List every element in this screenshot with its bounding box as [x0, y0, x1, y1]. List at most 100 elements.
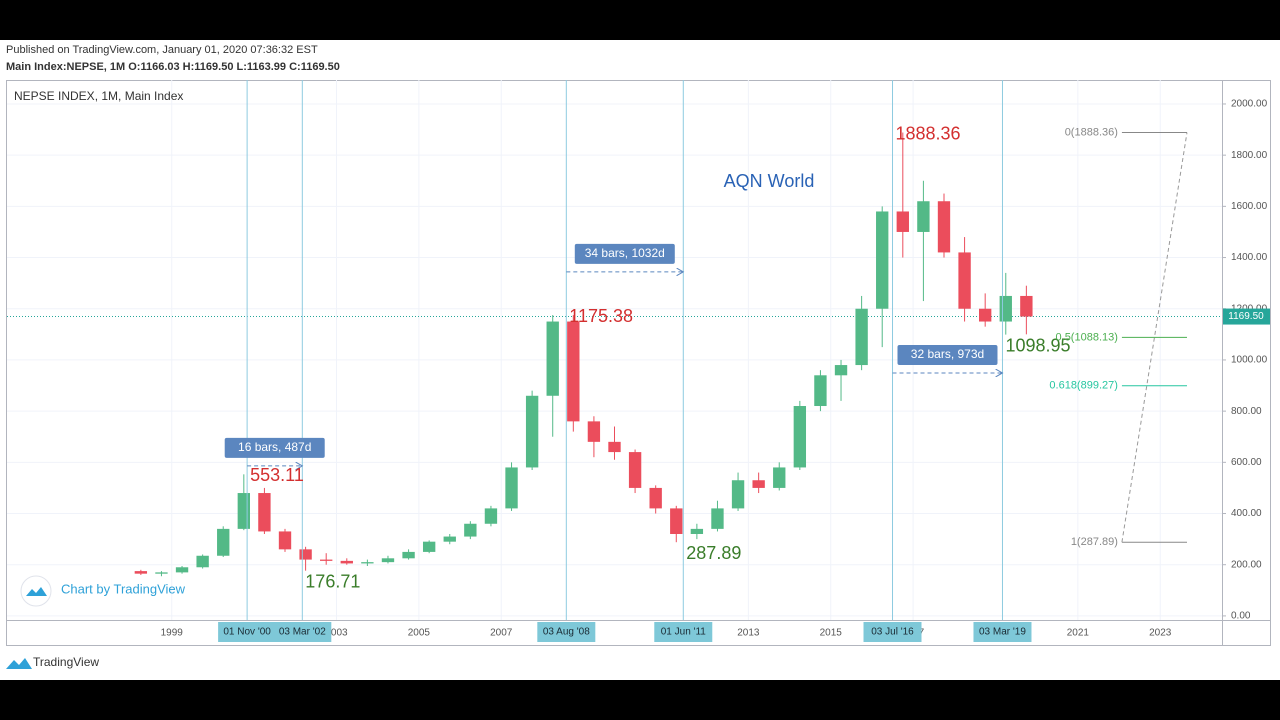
chart-title: NEPSE INDEX, 1M, Main Index [14, 89, 183, 103]
plot: 0.00200.00400.00600.00800.001000.001200.… [7, 80, 1270, 642]
candle-body [917, 201, 930, 232]
x-tick-label: 2005 [408, 628, 431, 639]
last-price-tag [1223, 308, 1270, 325]
candle-body [711, 508, 724, 529]
attribution-badge [20, 575, 52, 607]
y-tick-label: 200.00 [1231, 559, 1262, 570]
candle-body [134, 571, 148, 574]
marker-box [654, 622, 713, 642]
candle-body [525, 395, 539, 468]
attribution-icon [26, 587, 47, 596]
x-tick-label: 2023 [1149, 628, 1172, 639]
candle-body [237, 493, 250, 529]
marker-box [273, 622, 332, 642]
candle-body [484, 508, 498, 524]
fib-label: 1(287.89) [1071, 536, 1118, 548]
x-tick-label: 2015 [820, 628, 843, 639]
x-tick-label: 2007 [490, 628, 513, 639]
published-line: Published on TradingView.com, January 01… [6, 44, 318, 56]
marker-label: 01 Nov '00 [223, 627, 271, 638]
price-label: 1098.95 [1005, 335, 1070, 355]
fib-label: 0.5(1088.13) [1056, 331, 1118, 343]
candle-body [546, 321, 559, 396]
range-box [574, 243, 675, 264]
candle-body [670, 508, 683, 534]
marker-label: 01 Jun '11 [661, 627, 707, 638]
last-price-label: 1169.50 [1228, 311, 1264, 322]
candle-body [855, 308, 868, 366]
candle-body [608, 441, 621, 453]
candle-body [937, 201, 951, 253]
candle-body [505, 467, 518, 509]
y-tick-label: 600.00 [1231, 457, 1262, 468]
marker-label: 03 Mar '02 [279, 627, 326, 638]
marker-box [218, 622, 277, 642]
candle-body [299, 549, 312, 560]
price-label: 176.71 [305, 571, 360, 591]
candle-body [567, 321, 580, 422]
candle-body [958, 252, 971, 309]
x-tick-label: 2021 [1067, 628, 1090, 639]
candle-body [320, 559, 333, 561]
candle-body [278, 531, 292, 550]
candle-body [402, 551, 415, 559]
fib-label: 0.618(899.27) [1049, 380, 1118, 392]
candle-body [361, 562, 374, 564]
candle-body [381, 558, 395, 563]
candle-body [258, 493, 271, 532]
x-tick-label: 1999 [161, 628, 184, 639]
candle-body [999, 295, 1012, 322]
candle-body [834, 365, 848, 376]
candle-body [793, 406, 807, 468]
range-label: 32 bars, 973d [911, 347, 984, 361]
marker-box [537, 622, 596, 642]
candle-body [422, 541, 436, 552]
candle-body [587, 421, 601, 442]
x-tick-label: 2003 [325, 628, 348, 639]
brand-icon [6, 658, 32, 669]
candle-body [979, 308, 992, 322]
candle-body [896, 211, 909, 232]
range-box [224, 437, 325, 458]
candle-body [464, 523, 477, 537]
y-tick-label: 400.00 [1231, 508, 1262, 519]
range-box [897, 344, 998, 365]
symbol-line: Main Index:NEPSE, 1M O:1166.03 H:1169.50… [6, 61, 340, 73]
candle-body [876, 211, 889, 309]
candle-body [175, 567, 189, 573]
price-label: 287.89 [686, 543, 741, 563]
marker-box [863, 622, 922, 642]
range-label: 34 bars, 1032d [585, 246, 665, 260]
candle-body [752, 480, 765, 488]
candle-body [690, 528, 704, 534]
marker-box [973, 622, 1032, 642]
candle-body [155, 572, 168, 574]
candle-body [340, 560, 353, 564]
price-label: 1888.36 [896, 123, 961, 143]
marker-label: 03 Aug '08 [543, 627, 590, 638]
y-tick-label: 1400.00 [1231, 252, 1268, 263]
attribution[interactable]: Chart by TradingView [61, 581, 186, 596]
candle-body [773, 467, 786, 488]
candle-body [649, 487, 662, 509]
y-tick-label: 1600.00 [1231, 201, 1268, 212]
chart-frame [6, 80, 1271, 646]
marker-label: 03 Mar '19 [979, 627, 1026, 638]
candle-body [1020, 295, 1033, 317]
y-tick-label: 800.00 [1231, 406, 1262, 417]
price-label: 553.11 [250, 465, 304, 485]
fib-label: 0(1888.36) [1065, 126, 1118, 138]
x-tick-label: 2013 [737, 628, 760, 639]
range-label: 16 bars, 487d [238, 440, 311, 454]
y-tick-label: 1800.00 [1231, 150, 1268, 161]
brand[interactable]: TradingView [33, 655, 99, 669]
candle-body [814, 375, 827, 407]
candle-body [217, 528, 230, 556]
y-tick-label: 2000.00 [1231, 99, 1268, 110]
watermark: AQN World [724, 171, 815, 191]
candle-body [443, 536, 456, 542]
marker-label: 03 Jul '16 [871, 627, 914, 638]
price-label: 1175.38 [569, 306, 633, 326]
